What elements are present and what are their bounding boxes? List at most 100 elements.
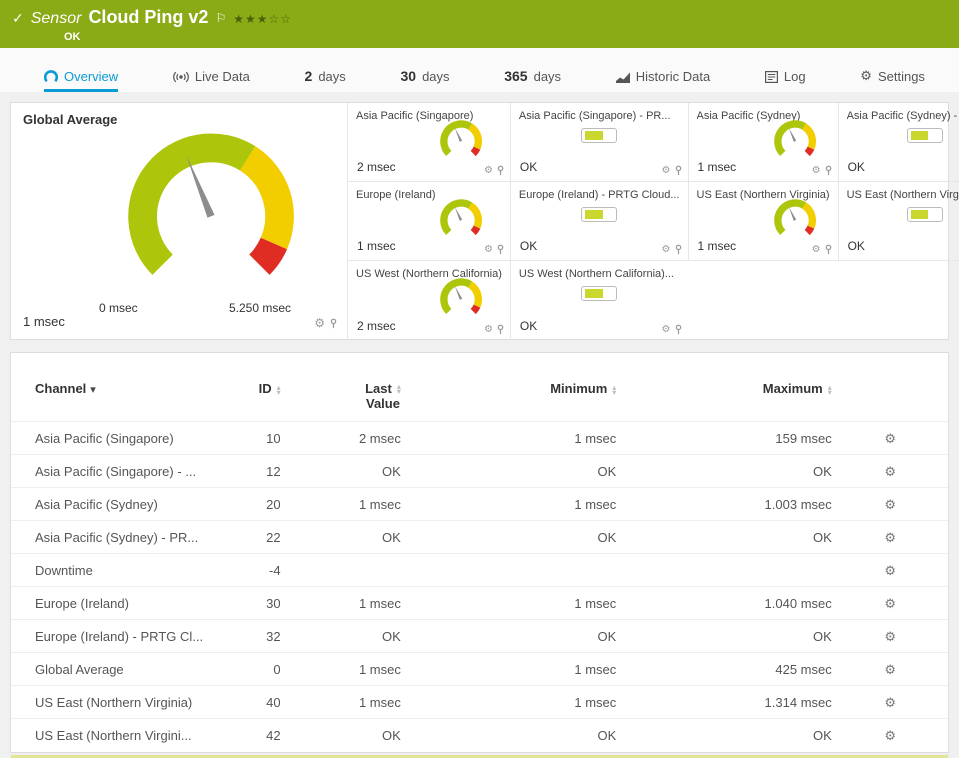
channel-maximum: 425 msec <box>632 652 848 686</box>
gear-icon[interactable]: ⚙ <box>314 316 325 330</box>
channel-settings-icon[interactable]: ⚙ <box>884 464 896 480</box>
mini-gauge <box>440 120 483 157</box>
gear-icon[interactable]: ⚙ <box>483 323 493 335</box>
channel-settings-icon[interactable]: ⚙ <box>884 497 896 513</box>
tab-365-days[interactable]: 365 days <box>504 68 561 92</box>
channel-gauge-value: 2 msec <box>357 319 396 333</box>
channel-table: Channel ▾ ID ▴ ▾ Last ▴ ▾ Value Minimum ▴ ▾ Maxi… <box>11 353 948 752</box>
tab-number: 365 <box>504 68 528 84</box>
priority-stars[interactable]: ★★★☆☆ <box>233 12 293 26</box>
pin-icon[interactable] <box>497 324 504 335</box>
tab-label: Historic Data <box>635 69 711 84</box>
gauge-scale-min: 0 msec <box>99 301 138 315</box>
table-row[interactable]: US East (Northern Virgini... 42 OK OK OK… <box>11 718 948 752</box>
sort-icon: ▴ ▾ <box>276 382 281 397</box>
sensor-title: Cloud Ping v2 <box>88 7 209 27</box>
sort-icon: ▴ ▾ <box>827 382 832 397</box>
table-row[interactable]: Asia Pacific (Sydney) - PR... 22 OK OK O… <box>11 520 948 554</box>
tab-30-days[interactable]: 30 days <box>400 68 449 92</box>
gauges-panel: Global Average 0 msec 5.250 msec 1 msec … <box>10 102 959 340</box>
channel-status-panel[interactable]: US East (Northern Virginia) - ... OK ⚙ <box>837 182 959 261</box>
channel-gauge-panel[interactable]: US East (Northern Virginia) 1 msec ⚙ <box>687 182 838 261</box>
channel-settings-icon[interactable]: ⚙ <box>884 728 896 744</box>
channel-status-panel[interactable]: Asia Pacific (Singapore) - PR... OK ⚙ <box>509 103 688 182</box>
column-header-maximum[interactable]: Maximum ▴ ▾ <box>632 353 847 422</box>
channel-last-value: 2 msec <box>296 421 417 455</box>
gear-icon[interactable]: ⚙ <box>811 164 821 176</box>
pin-icon[interactable] <box>825 244 832 255</box>
pin-icon[interactable] <box>497 165 504 176</box>
table-row[interactable]: Global Average 0 1 msec 1 msec 425 msec … <box>11 652 948 686</box>
channel-table-panel: Channel ▾ ID ▴ ▾ Last ▴ ▾ Value Minimum ▴ ▾ Maxi… <box>10 352 949 753</box>
channel-settings-icon[interactable]: ⚙ <box>884 629 896 645</box>
sensor-header: ✓ Sensor Cloud Ping v2 ⚐ ★★★☆☆ OK <box>0 0 959 48</box>
tab-live-data[interactable]: Live Data <box>173 69 250 92</box>
tab-2-days[interactable]: 2 days <box>305 68 346 92</box>
table-row[interactable]: Asia Pacific (Sydney) 20 1 msec 1 msec 1… <box>11 487 948 521</box>
table-row[interactable]: Europe (Ireland) - PRTG Cl... 32 OK OK O… <box>11 619 948 653</box>
channel-maximum: 159 msec <box>632 421 848 455</box>
channel-settings-icon[interactable]: ⚙ <box>884 662 896 678</box>
channel-gauge-panel[interactable]: Asia Pacific (Singapore) 2 msec ⚙ <box>348 103 510 182</box>
column-header-channel[interactable]: Channel ▾ <box>11 353 236 422</box>
pin-icon[interactable] <box>330 318 337 329</box>
tab-log[interactable]: Log <box>764 69 806 92</box>
table-row[interactable]: Asia Pacific (Singapore) 10 2 msec 1 mse… <box>11 421 948 455</box>
tab-number: 2 <box>304 68 313 84</box>
channel-settings-icon[interactable]: ⚙ <box>884 695 896 711</box>
channel-last-value: OK <box>296 520 417 554</box>
column-header-id[interactable]: ID ▴ ▾ <box>236 353 296 422</box>
channel-minimum: 1 msec <box>416 487 633 521</box>
channel-gauge-title: Asia Pacific (Sydney) <box>696 110 801 122</box>
flag-icon[interactable]: ⚐ <box>215 11 227 25</box>
tab-overview[interactable]: Overview <box>44 69 119 92</box>
table-row[interactable]: Europe (Ireland) 30 1 msec 1 msec 1.040 … <box>11 586 948 620</box>
channel-status-panel[interactable]: Asia Pacific (Sydney) - PRTG ... OK ⚙ <box>837 103 959 182</box>
gear-icon[interactable]: ⚙ <box>661 323 671 335</box>
tab-label: Overview <box>64 69 119 84</box>
column-label: Value <box>365 396 400 411</box>
gear-icon[interactable]: ⚙ <box>483 164 493 176</box>
channel-gauge-title: US West (Northern California) <box>356 268 502 280</box>
pin-icon[interactable] <box>675 244 682 255</box>
channel-gauge-panel[interactable]: Europe (Ireland) 1 msec ⚙ <box>348 182 510 261</box>
column-label: ID <box>258 381 272 396</box>
channel-gauge-panel[interactable]: Asia Pacific (Sydney) 1 msec ⚙ <box>687 103 838 182</box>
channel-settings-icon[interactable]: ⚙ <box>884 563 896 579</box>
pin-icon[interactable] <box>825 165 832 176</box>
table-row[interactable]: Downtime -4 ⚙ <box>11 553 948 587</box>
channel-status-panel[interactable]: US West (Northern California)... OK ⚙ <box>509 261 688 340</box>
pin-icon[interactable] <box>497 244 504 255</box>
channel-gauge-panel[interactable]: US West (Northern California) 2 msec ⚙ <box>348 261 510 340</box>
channel-id: 42 <box>236 718 297 752</box>
pin-icon[interactable] <box>675 165 682 176</box>
gear-icon[interactable]: ⚙ <box>661 164 671 176</box>
channel-id: 22 <box>236 520 297 554</box>
channel-settings-icon[interactable]: ⚙ <box>884 596 896 612</box>
channel-status-title: Asia Pacific (Singapore) - PR... <box>518 110 671 122</box>
channel-id: 32 <box>236 619 297 653</box>
gear-icon[interactable]: ⚙ <box>661 243 671 255</box>
channel-minimum: 1 msec <box>416 586 633 620</box>
global-average-gauge-panel[interactable]: Global Average 0 msec 5.250 msec 1 msec … <box>11 103 347 339</box>
table-row[interactable]: Asia Pacific (Singapore) - ... 12 OK OK … <box>11 454 948 488</box>
gear-icon[interactable]: ⚙ <box>811 243 821 255</box>
tab-label: Log <box>783 69 806 84</box>
table-row[interactable]: US East (Northern Virginia) 40 1 msec 1 … <box>11 685 948 719</box>
channel-id: 40 <box>236 685 297 719</box>
channel-status-panel[interactable]: Europe (Ireland) - PRTG Cloud... OK ⚙ <box>509 182 688 261</box>
column-header-minimum[interactable]: Minimum ▴ ▾ <box>417 353 632 422</box>
channel-settings-icon[interactable]: ⚙ <box>884 530 896 546</box>
channel-minimum: OK <box>416 454 633 488</box>
column-header-last-value[interactable]: Last ▴ ▾ Value <box>297 353 417 422</box>
channel-name: Europe (Ireland) <box>11 586 237 620</box>
pin-icon[interactable] <box>675 324 682 335</box>
channel-minimum: 1 msec <box>416 685 633 719</box>
gear-icon[interactable]: ⚙ <box>483 243 493 255</box>
channel-gauge-title: Asia Pacific (Singapore) <box>356 110 474 122</box>
channel-last-value: 1 msec <box>296 652 417 686</box>
channel-settings-icon[interactable]: ⚙ <box>884 431 896 447</box>
tab-settings[interactable]: ⚙ Settings <box>860 69 925 92</box>
tab-historic-data[interactable]: Historic Data <box>615 69 711 92</box>
mini-gauge <box>440 278 483 315</box>
